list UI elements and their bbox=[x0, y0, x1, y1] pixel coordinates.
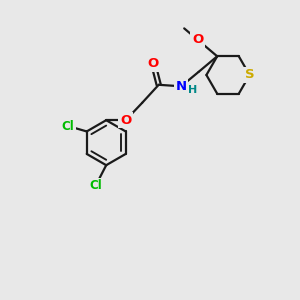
Text: H: H bbox=[188, 85, 197, 95]
Text: Cl: Cl bbox=[62, 119, 74, 133]
Text: O: O bbox=[120, 114, 131, 127]
Text: Cl: Cl bbox=[89, 179, 102, 192]
Text: O: O bbox=[192, 33, 203, 46]
Text: S: S bbox=[245, 68, 254, 82]
Text: N: N bbox=[176, 80, 187, 93]
Text: O: O bbox=[148, 57, 159, 70]
